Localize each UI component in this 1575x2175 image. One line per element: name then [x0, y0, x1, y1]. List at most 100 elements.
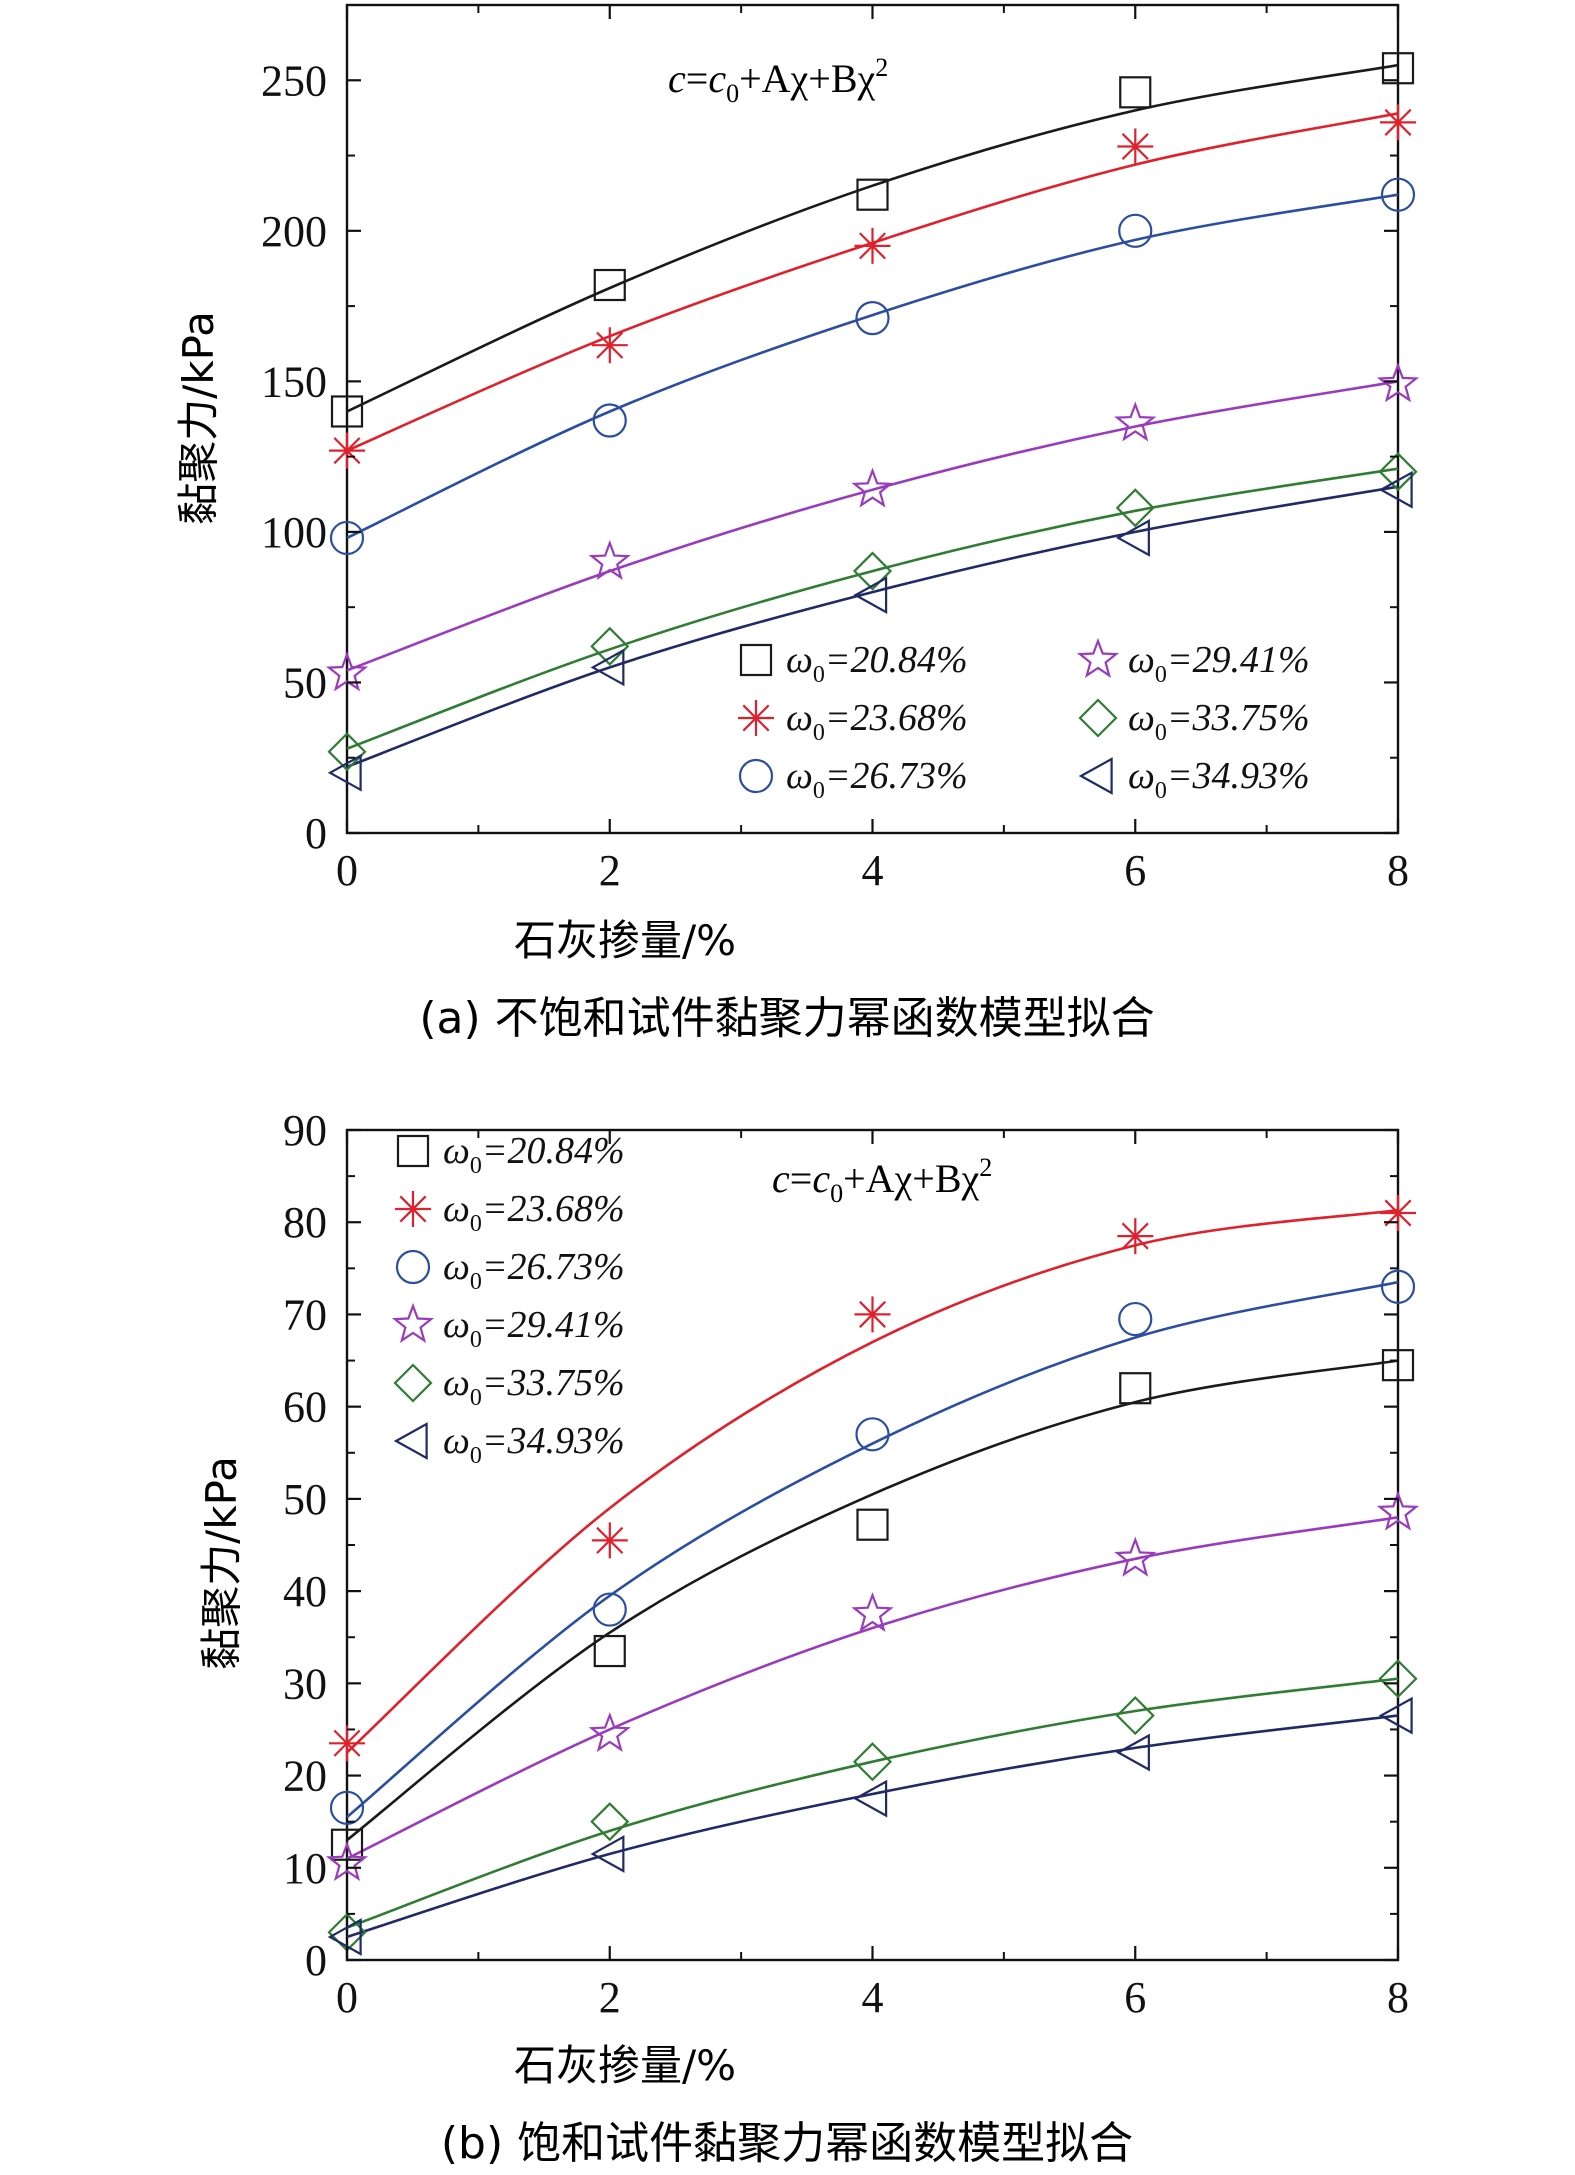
legend-label: ω0=20.84%	[443, 1130, 625, 1179]
panel-b-fit-curves	[346, 1208, 1399, 1939]
legend-label: ω0=23.68%	[443, 1188, 625, 1237]
data-point-square	[330, 1828, 364, 1861]
fit-curve-4	[346, 380, 1399, 672]
legend-label: ω0=20.84%	[786, 639, 968, 688]
x-tick-label: 2	[599, 846, 621, 895]
legend-marker-square	[739, 643, 773, 677]
data-point-circle	[1118, 1301, 1153, 1337]
x-tick-label: 6	[1124, 846, 1146, 895]
y-tick-label: 50	[283, 1475, 327, 1524]
data-point-star	[588, 539, 631, 580]
data-point-asterisk	[854, 1296, 891, 1333]
x-tick-label: 0	[336, 1973, 358, 2022]
data-point-triangle-left	[327, 753, 362, 792]
data-point-diamond	[1378, 1659, 1418, 1699]
data-point-diamond	[1378, 452, 1418, 492]
y-tick-label: 40	[283, 1567, 327, 1616]
y-tick-label: 10	[283, 1844, 327, 1893]
fit-curve-2	[346, 112, 1399, 452]
data-point-circle	[592, 1592, 627, 1627]
legend-label: ω0=23.68%	[786, 697, 968, 746]
data-point-star	[1376, 362, 1420, 403]
x-tick-label: 8	[1387, 1973, 1409, 2022]
x-tick-label: 2	[599, 1973, 621, 2022]
data-point-square	[856, 1508, 889, 1541]
panel-a-x-axis-label: 石灰掺量/%	[514, 916, 736, 965]
data-point-star	[1114, 401, 1157, 442]
data-point-asterisk	[1117, 1218, 1154, 1255]
legend-marker-star	[1076, 637, 1120, 678]
data-point-asterisk	[854, 227, 891, 264]
y-tick-label: 60	[283, 1383, 327, 1432]
data-point-circle	[329, 1790, 365, 1825]
data-point-circle	[855, 301, 890, 336]
data-point-asterisk	[1380, 104, 1416, 141]
data-point-diamond	[590, 1802, 630, 1842]
data-point-square	[593, 1634, 626, 1668]
legend-label: ω0=33.75%	[443, 1362, 625, 1411]
data-point-triangle-left	[853, 576, 888, 615]
legend-marker-asterisk	[738, 700, 774, 736]
data-point-star	[325, 1841, 369, 1882]
panel-a-fit-curves	[346, 63, 1399, 769]
data-point-asterisk	[1117, 128, 1154, 165]
data-point-square	[1381, 52, 1415, 85]
data-point-circle	[1380, 1269, 1416, 1304]
data-point-circle	[1380, 177, 1416, 212]
fit-curve-4	[346, 1516, 1399, 1860]
data-point-asterisk	[1380, 1195, 1416, 1231]
data-point-diamond	[1115, 1696, 1155, 1736]
legend-label: ω0=29.41%	[1128, 639, 1310, 688]
fit-curve-3	[346, 193, 1399, 540]
data-point-circle	[592, 403, 627, 438]
panel-b-caption: (b) 饱和试件黏聚力幂函数模型拟合	[441, 2118, 1133, 2169]
data-point-asterisk	[329, 1725, 365, 1762]
data-point-diamond	[852, 551, 893, 591]
data-point-triangle-left	[1115, 519, 1150, 557]
y-tick-label: 150	[261, 357, 327, 406]
y-tick-label: 100	[261, 508, 327, 557]
data-point-triangle-left	[1378, 1696, 1413, 1735]
data-point-triangle-left	[590, 1835, 625, 1873]
data-point-star	[1376, 1490, 1420, 1531]
data-point-circle	[329, 520, 365, 556]
x-tick-label: 6	[1124, 1973, 1146, 2022]
legend-marker-square	[396, 1134, 430, 1168]
legend-marker-circle	[738, 758, 774, 794]
y-tick-label: 80	[283, 1198, 327, 1247]
legend-label: ω0=33.75%	[1128, 697, 1310, 746]
legend-marker-triangle-left	[393, 1422, 428, 1460]
x-tick-label: 8	[1387, 846, 1409, 895]
data-point-square	[330, 395, 364, 428]
data-point-square	[1119, 1372, 1152, 1405]
panel-a-axis-ticks: 0 2 4 6 8 0 50 100 150 200 250	[261, 5, 1409, 895]
legend-label: ω0=34.93%	[443, 1420, 625, 1469]
panel-b-formula: c=c0+Aχ+Bχ2	[772, 1153, 992, 1208]
fit-curve-5	[346, 1677, 1399, 1929]
fit-curve-5	[346, 467, 1399, 750]
data-point-asterisk	[591, 327, 628, 364]
legend-label: ω0=26.73%	[786, 755, 968, 804]
panel-b-data-points	[325, 1195, 1420, 1956]
y-tick-label: 50	[283, 658, 327, 707]
legend-label: ω0=34.93%	[1128, 755, 1310, 804]
panel-b-legend: ω0=20.84% ω0=23.68% ω0=26.73% ω0=29.41% ω0=3…	[391, 1130, 625, 1469]
legend-marker-triangle-left	[1078, 757, 1113, 795]
data-point-diamond	[1115, 488, 1155, 528]
y-tick-label: 200	[261, 207, 327, 256]
fit-curve-1	[346, 1359, 1399, 1842]
legend-label: ω0=29.41%	[443, 1304, 625, 1353]
data-point-triangle-left	[327, 1918, 362, 1956]
y-tick-label: 0	[305, 809, 327, 858]
data-point-square	[856, 178, 889, 211]
y-tick-label: 0	[305, 1936, 327, 1985]
data-point-triangle-left	[853, 1779, 888, 1818]
panel-b-x-axis-label: 石灰掺量/%	[514, 2041, 736, 2090]
legend-marker-star	[391, 1302, 435, 1343]
data-point-star	[588, 1711, 631, 1752]
fit-curve-6	[346, 1714, 1399, 1939]
y-tick-label: 70	[283, 1290, 327, 1339]
legend-marker-asterisk	[395, 1191, 431, 1227]
